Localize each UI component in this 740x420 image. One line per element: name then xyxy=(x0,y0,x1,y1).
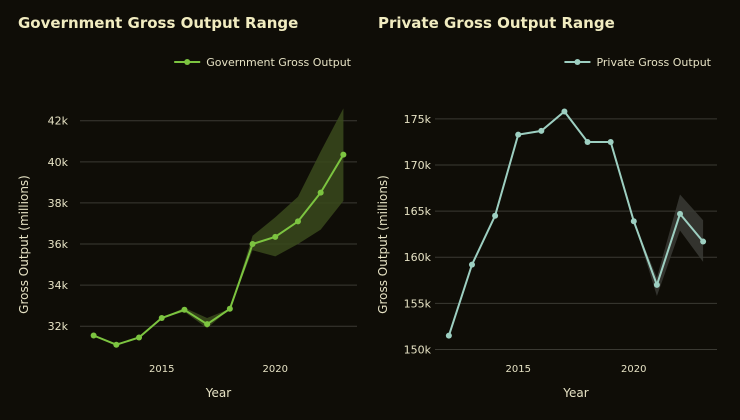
government-chart: 32k 34k 36k 38k 40k 42k 2015 2020 Year Gross Outp… xyxy=(17,56,357,400)
data-point xyxy=(607,138,614,145)
x-axis-title: Year xyxy=(205,386,231,400)
x-tick-label: 2015 xyxy=(505,364,530,375)
data-point xyxy=(90,332,97,339)
x-axis-title: Year xyxy=(562,386,588,400)
y-axis-title: Gross Output (millions) xyxy=(376,175,390,314)
data-point xyxy=(515,131,522,138)
chart-title: Private Gross Output Range xyxy=(378,14,615,32)
legend-label: Private Gross Output xyxy=(596,56,711,69)
data-point xyxy=(468,261,475,268)
data-point xyxy=(630,218,637,225)
data-point xyxy=(700,238,707,245)
y-tick-label: 40k xyxy=(48,156,69,169)
y-tick-label: 36k xyxy=(48,238,69,251)
data-point xyxy=(653,281,660,288)
data-point xyxy=(317,189,324,196)
data-point xyxy=(538,127,545,134)
data-point xyxy=(272,233,279,240)
chart-title: Government Gross Output Range xyxy=(18,14,299,32)
series-line xyxy=(93,154,345,346)
y-tick-label: 150k xyxy=(404,343,432,356)
y-tick-label: 175k xyxy=(404,113,432,126)
x-tick-label: 2015 xyxy=(149,364,174,375)
data-point xyxy=(294,218,301,225)
x-tick-label: 2020 xyxy=(263,364,288,375)
legend-label: Government Gross Output xyxy=(206,56,351,69)
range-band xyxy=(93,108,344,345)
data-point xyxy=(340,151,347,158)
legend-swatch-marker xyxy=(574,59,581,65)
private-chart: 150k 155k 160k 165k 170k 175k 2015 2020 Year Gros… xyxy=(376,56,717,400)
data-point xyxy=(136,334,143,341)
y-tick-label: 170k xyxy=(404,159,432,172)
data-point xyxy=(226,305,233,312)
data-point xyxy=(113,341,120,348)
data-point xyxy=(584,138,591,145)
y-tick-label: 38k xyxy=(48,197,69,210)
data-point xyxy=(445,332,452,339)
legend-swatch-marker xyxy=(184,59,191,65)
data-point xyxy=(249,241,256,248)
y-axis-title: Gross Output (millions) xyxy=(17,175,31,314)
range-band xyxy=(448,111,704,336)
y-tick-label: 32k xyxy=(48,320,69,333)
data-point xyxy=(492,212,499,219)
data-point xyxy=(181,306,188,313)
data-point xyxy=(204,321,211,328)
y-tick-label: 34k xyxy=(48,279,69,292)
y-tick-label: 165k xyxy=(404,205,432,218)
data-point xyxy=(561,108,568,115)
government-chart-panel: Government Gross Output Range 32k 34k 36k 3… xyxy=(17,14,357,400)
y-tick-label: 42k xyxy=(48,115,69,128)
data-point xyxy=(158,315,165,322)
private-chart-panel: Private Gross Output Range 150k 155k 160k 1… xyxy=(370,0,740,420)
y-tick-label: 155k xyxy=(404,297,432,310)
data-point xyxy=(677,210,684,217)
y-tick-label: 160k xyxy=(404,251,432,264)
x-tick-label: 2020 xyxy=(621,364,646,375)
series-line xyxy=(447,110,704,336)
